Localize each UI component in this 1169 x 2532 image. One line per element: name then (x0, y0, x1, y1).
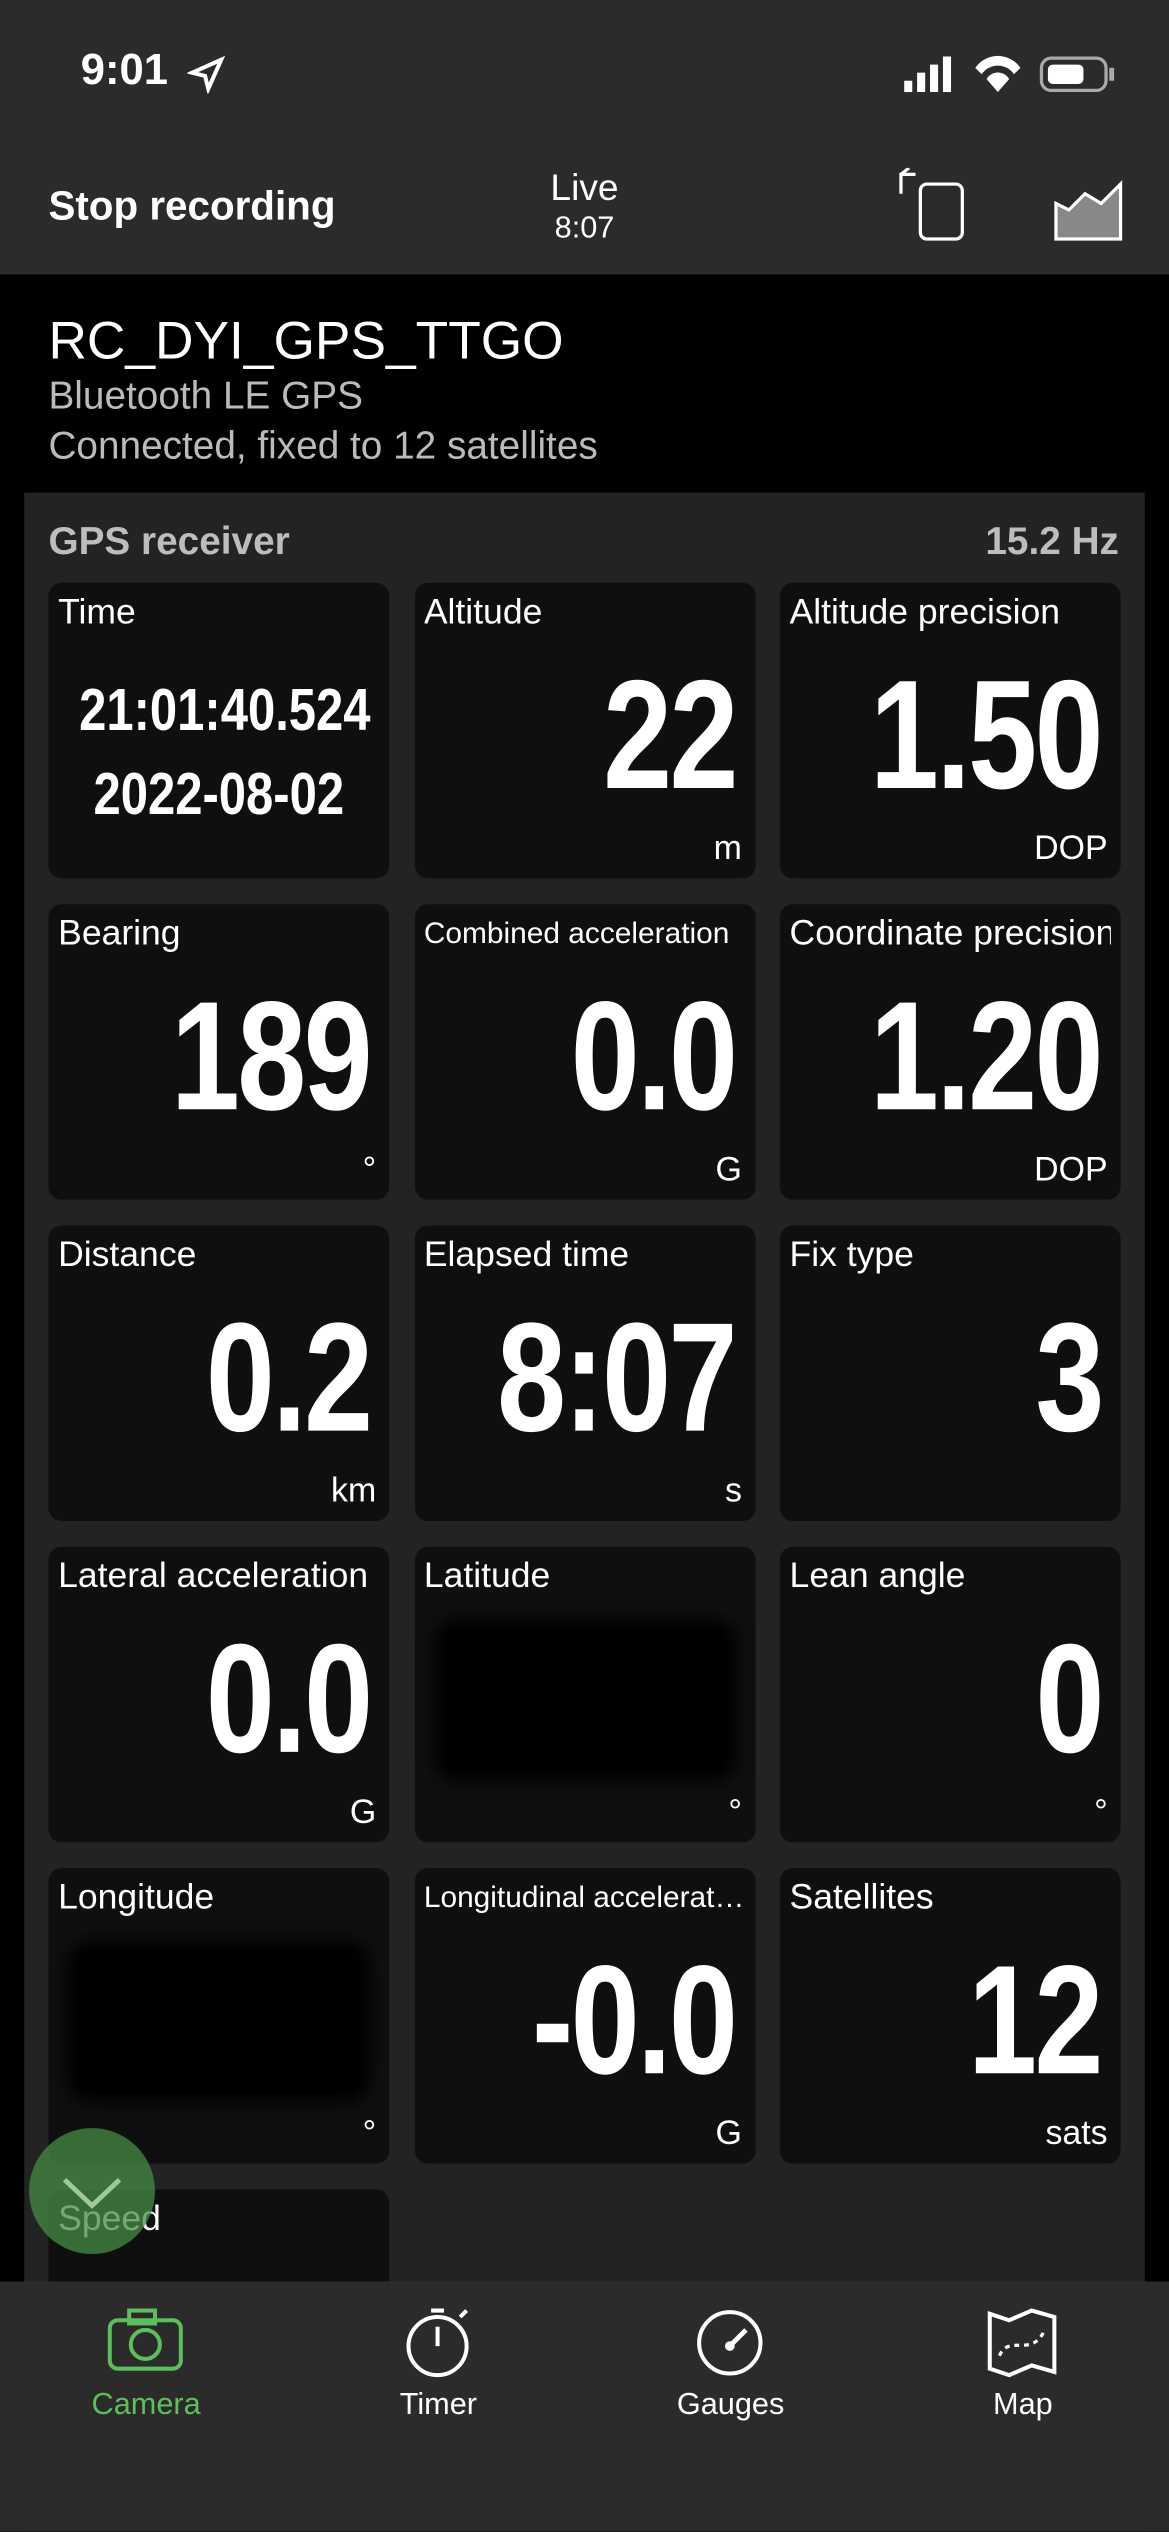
tab-icon (406, 2308, 469, 2378)
tile: Time 21:01:40.524 2022-08-02 (48, 582, 390, 879)
tile: Elapsed time 8:07 s (414, 1225, 755, 1521)
tab-icon (987, 2308, 1057, 2378)
tile-value: 1.50 (870, 649, 1104, 822)
tile-label: Fix type (789, 1233, 914, 1274)
device-name: RC_DYI_GPS_TTGO (48, 310, 564, 370)
tile-label: Elapsed time (423, 1233, 630, 1274)
tile-unit: G (715, 1151, 742, 1189)
tile: Combined acceleration 0.0 G (414, 904, 755, 1200)
tab-bar (0, 2281, 1169, 2532)
tile: Coordinate precision 1.20 DOP (779, 904, 1121, 1200)
tile-label: Distance (58, 1233, 197, 1274)
tile: Longitudinal accelerat… -0.0 G (414, 1868, 755, 2164)
tile: Lateral acceleration 0.0 G (48, 1546, 390, 1843)
tile-value: 1.20 (870, 970, 1104, 1144)
tile-value: 0.0 (205, 1613, 372, 1786)
tile-label: Longitude (58, 1876, 215, 1917)
tile-unit: G (349, 1793, 377, 1832)
tile-value-line: 21:01:40.524 (79, 676, 371, 743)
tile-value: 0.0 (570, 970, 738, 1144)
collapse-button[interactable] (29, 2128, 156, 2255)
tile-label: Altitude (423, 590, 543, 632)
tab[interactable]: Camera (0, 2281, 292, 2531)
rotate-icon[interactable] (896, 167, 970, 242)
redacted-value (67, 1940, 370, 2103)
tab-label: Timer (399, 2388, 477, 2422)
panel-rate: 15.2 Hz (985, 519, 1119, 564)
tile-value: 8:07 (497, 1291, 738, 1465)
panel-title: GPS receiver (48, 519, 290, 564)
tile-unit: ° (728, 1793, 742, 1832)
tile: Distance 0.2 km (48, 1225, 390, 1521)
tile: Longitude ° (48, 1868, 390, 2164)
tile-value: 3 (1034, 1291, 1104, 1465)
chevron-icon (62, 2178, 122, 2209)
tile-label: Combined acceleration (423, 915, 730, 950)
tile-value: -0.0 (532, 1934, 738, 2108)
tile-unit: ° (362, 2115, 377, 2153)
tile-unit: sats (1045, 2115, 1108, 2153)
clock: 9:01 (80, 45, 168, 94)
tile: Satellites 12 sats (779, 1868, 1121, 2164)
tile-unit: ° (362, 1151, 377, 1189)
tile-value: 0.2 (205, 1291, 372, 1465)
device-status: Connected, fixed to 12 satellites (48, 424, 598, 469)
tab-label: Gauges (676, 2388, 785, 2422)
redacted-value (433, 1619, 736, 1781)
tile-label: Satellites (789, 1876, 934, 1917)
tile-label: Longitudinal accelerat… (423, 1879, 745, 1914)
tile-label: Lean angle (789, 1554, 966, 1596)
tile-unit: km (331, 1472, 377, 1510)
tile-label: Bearing (58, 912, 181, 953)
tile: Altitude precision 1.50 DOP (779, 582, 1121, 879)
chart-icon[interactable] (1053, 178, 1124, 243)
tile: Fix type 3 (779, 1225, 1121, 1521)
tile: Bearing 189 ° (48, 904, 390, 1200)
tile-unit: s (724, 1472, 742, 1510)
tile-value-line: 2022-08-02 (93, 760, 345, 827)
tile-unit: DOP (1034, 1151, 1108, 1189)
tile-label: Altitude precision (789, 590, 1061, 632)
device-type: Bluetooth LE GPS (48, 374, 363, 419)
tab[interactable]: Timer (292, 2281, 584, 2531)
tile-unit: ° (1094, 1793, 1108, 1832)
tile-label: Time (58, 590, 136, 632)
tile-value: 189 (170, 970, 373, 1144)
nav-title: Live (550, 166, 619, 209)
tab-label: Map (993, 2388, 1053, 2422)
tile-unit: m (713, 829, 742, 868)
tile: Lean angle 0 ° (779, 1546, 1121, 1843)
tile: Latitude ° (414, 1546, 755, 1843)
tab-icon (697, 2310, 763, 2376)
tile-value: 0 (1034, 1613, 1104, 1786)
location-icon (187, 55, 226, 94)
tile-value: 12 (968, 1934, 1103, 2108)
stop-recording-button[interactable]: Stop recording (48, 184, 336, 230)
tile-label: Coordinate precision (789, 912, 1111, 953)
tab[interactable]: Map (877, 2281, 1169, 2531)
tab-label: Camera (91, 2388, 201, 2422)
tile-label: Lateral acceleration (58, 1554, 369, 1596)
header (0, 0, 1169, 275)
tile: Altitude 22 m (414, 582, 755, 879)
tile-unit: G (715, 2115, 742, 2153)
tile-label: Latitude (423, 1554, 551, 1596)
tile-unit: DOP (1034, 829, 1108, 868)
tab-icon (107, 2308, 183, 2371)
tile-value: 22 (602, 649, 738, 822)
tab[interactable]: Gauges (584, 2281, 876, 2531)
status-icons (904, 55, 1115, 93)
nav-subtitle: 8:07 (554, 211, 615, 246)
